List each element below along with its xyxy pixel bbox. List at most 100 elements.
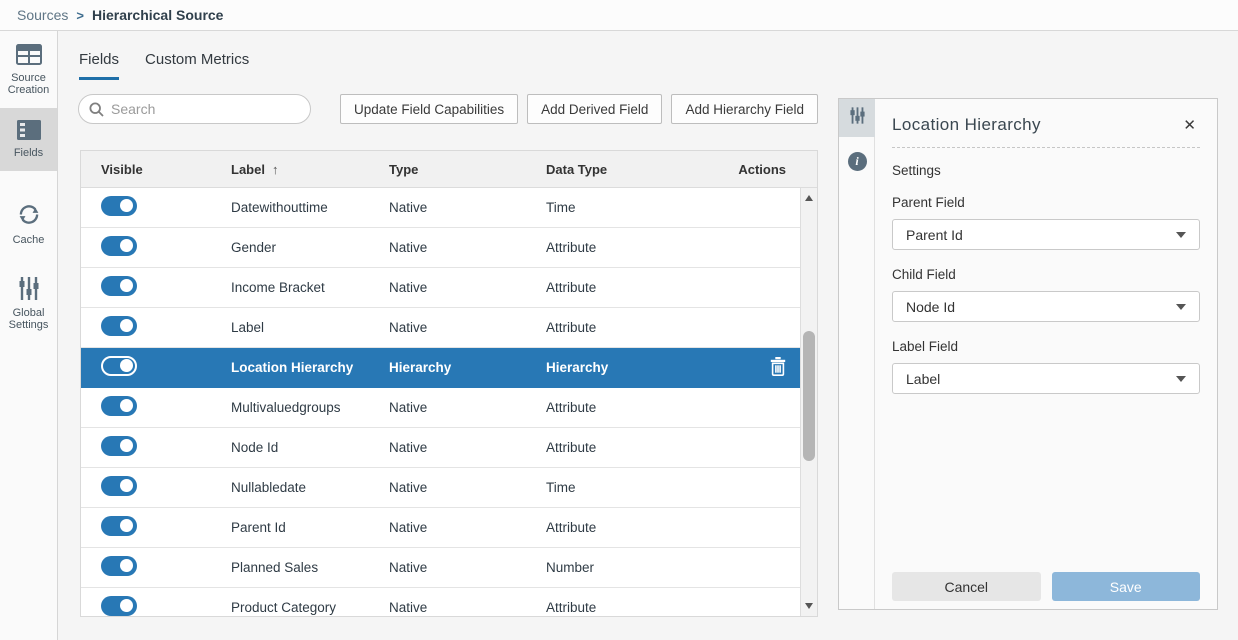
sidebar-item-fields[interactable]: Fields (0, 108, 57, 171)
table-row[interactable]: Datewithouttime Native Time (81, 188, 800, 228)
field-data-type: Attribute (546, 600, 597, 615)
field-label: Parent Id (231, 520, 286, 535)
visibility-toggle[interactable] (101, 596, 137, 616)
field-data-type: Attribute (546, 280, 597, 295)
column-header-type[interactable]: Type (389, 161, 419, 177)
field-data-type: Number (546, 560, 595, 575)
field-type: Native (389, 480, 428, 495)
sidebar-item-cache[interactable]: Cache (0, 193, 57, 254)
sidebar-item-label: Global Settings (8, 307, 49, 331)
panel-title: Location Hierarchy (892, 115, 1041, 134)
table-row[interactable]: Income Bracket Native Attribute (81, 268, 800, 308)
table-row[interactable]: Label Native Attribute (81, 308, 800, 348)
visibility-toggle[interactable] (101, 436, 137, 456)
search-input[interactable] (111, 101, 291, 117)
parent-field-select[interactable]: Parent Id (892, 219, 1200, 250)
column-header-data-type[interactable]: Data Type (546, 161, 608, 177)
save-button[interactable]: Save (1051, 572, 1200, 601)
field-data-type: Attribute (546, 400, 597, 415)
child-field-label: Child Field (892, 267, 956, 282)
field-data-type: Time (546, 480, 576, 495)
tab-custom-metrics[interactable]: Custom Metrics (145, 51, 250, 68)
add-hierarchy-field-button[interactable]: Add Hierarchy Field (671, 94, 818, 124)
visibility-toggle[interactable] (101, 236, 137, 256)
settings-section-label: Settings (892, 163, 941, 178)
sidebar-item-label: Cache (12, 234, 45, 246)
tab-fields[interactable]: Fields (79, 51, 120, 80)
chevron-down-icon (1176, 375, 1186, 382)
column-header-label[interactable]: Label ↑ (231, 161, 279, 177)
field-label: Datewithouttime (231, 200, 328, 215)
visibility-toggle[interactable] (101, 356, 137, 376)
vertical-scrollbar[interactable] (800, 188, 817, 616)
breadcrumb-sources-link[interactable]: Sources (17, 7, 69, 23)
panel-tab-info[interactable]: i (839, 137, 875, 175)
visibility-toggle[interactable] (101, 556, 137, 576)
field-type: Native (389, 560, 428, 575)
sync-icon (2, 202, 55, 230)
scroll-down-icon[interactable] (801, 598, 817, 614)
table-header: Visible Label ↑ Type Data Type Actions (81, 151, 817, 188)
field-type: Native (389, 440, 428, 455)
table-row[interactable]: Nullabledate Native Time (81, 468, 800, 508)
field-label: Planned Sales (231, 560, 319, 575)
field-label: Label (231, 320, 265, 335)
chevron-down-icon (1176, 303, 1186, 310)
sliders-icon (849, 107, 866, 129)
scroll-up-icon[interactable] (801, 190, 817, 206)
delete-icon[interactable] (770, 356, 786, 376)
cancel-button[interactable]: Cancel (892, 572, 1041, 601)
table-row[interactable]: Location Hierarchy Hierarchy Hierarchy (81, 348, 800, 388)
add-derived-field-button[interactable]: Add Derived Field (527, 94, 663, 124)
sort-ascending-icon: ↑ (271, 161, 279, 177)
breadcrumb: Sources > Hierarchical Source (0, 0, 1238, 31)
hierarchy-settings-panel: i Location Hierarchy ✕ Settings Parent F… (838, 98, 1218, 610)
sidebar-item-label: Fields (13, 147, 44, 159)
visibility-toggle[interactable] (101, 516, 137, 536)
column-header-visible[interactable]: Visible (101, 161, 143, 177)
table-icon (2, 44, 55, 68)
table-row[interactable]: Gender Native Attribute (81, 228, 800, 268)
field-label: Income Bracket (231, 280, 325, 295)
panel-icon-strip: i (839, 99, 875, 609)
child-field-select[interactable]: Node Id (892, 291, 1200, 322)
info-icon: i (847, 151, 867, 171)
scrollbar-thumb[interactable] (803, 331, 815, 461)
tab-bar: Fields Custom Metrics (79, 51, 249, 80)
field-type: Native (389, 520, 428, 535)
field-data-type: Attribute (546, 440, 597, 455)
field-label: Gender (231, 240, 277, 255)
field-label: Product Category (231, 600, 337, 615)
field-data-type: Attribute (546, 320, 597, 335)
table-body: Datewithouttime Native Time Gender Nativ… (81, 188, 800, 616)
sidebar-item-source-creation[interactable]: Source Creation (0, 31, 57, 104)
left-sidebar: Source Creation Fields Cache Global Sett… (0, 31, 58, 640)
sidebar-item-global-settings[interactable]: Global Settings (0, 268, 57, 339)
table-row[interactable]: Parent Id Native Attribute (81, 508, 800, 548)
field-data-type: Hierarchy (546, 360, 609, 375)
field-data-type: Time (546, 200, 576, 215)
table-row[interactable]: Planned Sales Native Number (81, 548, 800, 588)
visibility-toggle[interactable] (101, 276, 137, 296)
sliders-icon (2, 277, 55, 303)
update-field-capabilities-button[interactable]: Update Field Capabilities (340, 94, 519, 124)
table-row[interactable]: Product Category Native Attribute (81, 588, 800, 616)
column-header-actions: Actions (738, 161, 786, 177)
search-input-container[interactable] (78, 94, 311, 124)
visibility-toggle[interactable] (101, 196, 137, 216)
table-row[interactable]: Node Id Native Attribute (81, 428, 800, 468)
field-type: Native (389, 200, 428, 215)
visibility-toggle[interactable] (101, 396, 137, 416)
field-label: Node Id (231, 440, 279, 455)
label-field-select[interactable]: Label (892, 363, 1200, 394)
chevron-down-icon (1176, 231, 1186, 238)
panel-tab-settings[interactable] (839, 99, 875, 137)
visibility-toggle[interactable] (101, 316, 137, 336)
visibility-toggle[interactable] (101, 476, 137, 496)
field-type: Native (389, 320, 428, 335)
breadcrumb-separator-icon: > (76, 7, 84, 23)
close-icon[interactable]: ✕ (1183, 117, 1196, 134)
fields-list-icon (2, 120, 55, 143)
table-row[interactable]: Multivaluedgroups Native Attribute (81, 388, 800, 428)
field-data-type: Attribute (546, 520, 597, 535)
